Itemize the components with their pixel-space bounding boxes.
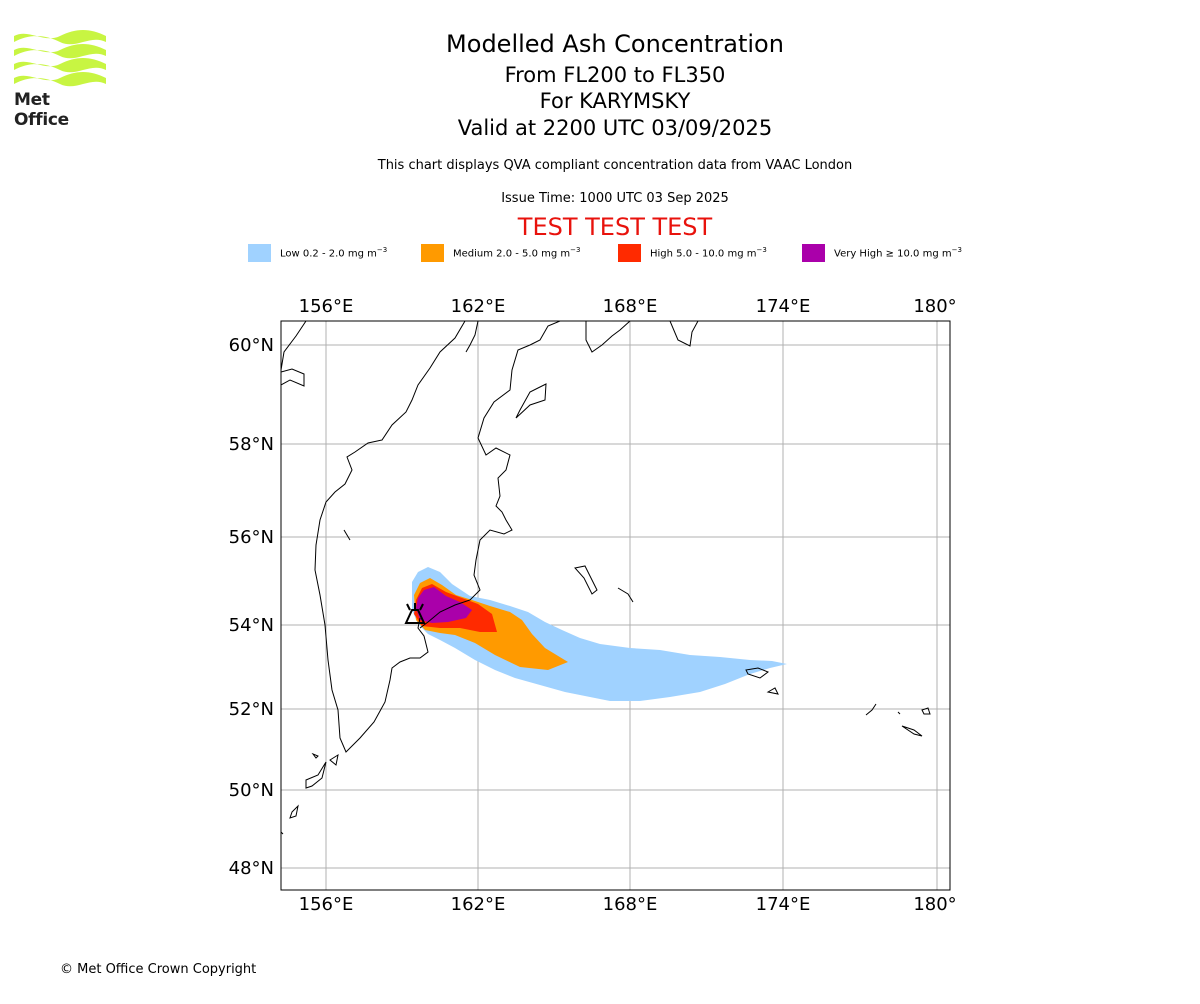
met-office-logo: Met Office [14,30,108,130]
lat-labels: 60°N 58°N 56°N 54°N 52°N 50°N 48°N [229,335,274,879]
coastlines [281,321,931,835]
flight-level-range: From FL200 to FL350 [504,63,726,87]
legend-label-medium: Medium 2.0 - 5.0 mg m [453,248,571,260]
lon-label-top: 174°E [756,296,811,317]
lat-label: 60°N [229,335,274,356]
lon-labels-bottom: 156°E 162°E 168°E 174°E 180° [299,894,957,915]
lon-label-top: 156°E [299,296,354,317]
met-office-wave-icon [14,30,106,87]
legend-swatch-high [618,244,641,262]
legend-label-high: High 5.0 - 10.0 mg m [650,248,757,260]
chart-subtitle: This chart displays QVA compliant concen… [377,158,853,173]
lon-label-top: 168°E [603,296,658,317]
lon-label-top: 180° [913,296,956,317]
ash-low-concentration [412,567,787,701]
map-plot-area [281,321,950,890]
lat-label: 58°N [229,434,274,455]
lon-label-top: 162°E [451,296,506,317]
map-frame [280,320,951,891]
chart-title: Modelled Ash Concentration [446,30,784,58]
lat-label: 54°N [229,615,274,636]
lat-label: 48°N [229,858,274,879]
lat-label: 50°N [229,780,274,801]
legend-swatch-very-high [802,244,825,262]
lat-label: 56°N [229,527,274,548]
logo-text: Met Office [14,90,69,130]
lon-label-bottom: 174°E [756,894,811,915]
issue-time: Issue Time: 1000 UTC 03 Sep 2025 [501,191,729,206]
legend-label-very-high: Very High ≥ 10.0 mg m [834,248,952,260]
lon-label-bottom: 168°E [603,894,658,915]
ash-very-high-concentration [416,587,472,623]
legend-label-low: Low 0.2 - 2.0 mg m [280,248,377,260]
lat-label: 52°N [229,699,274,720]
copyright: © Met Office Crown Copyright [60,962,257,977]
volcano-marker-icon [404,603,426,624]
graticule [281,321,950,890]
legend-swatch-low [248,244,271,262]
valid-time: Valid at 2200 UTC 03/09/2025 [457,116,773,140]
lon-labels-top: 156°E 162°E 168°E 174°E 180° [299,296,957,317]
lon-label-bottom: 162°E [451,894,506,915]
lon-label-bottom: 156°E [299,894,354,915]
test-banner: TEST TEST TEST [517,213,713,241]
lon-label-bottom: 180° [913,894,956,915]
volcano-line: For KARYMSKY [539,89,691,113]
legend-swatch-medium [421,244,444,262]
